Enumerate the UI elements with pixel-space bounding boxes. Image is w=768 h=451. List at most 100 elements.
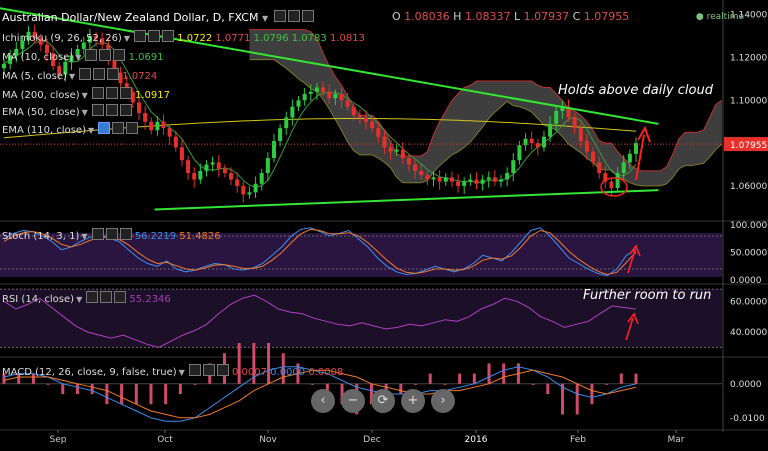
ohlc-o-value: 1.08036 [404,10,450,23]
chevron-down-icon[interactable]: ▼ [68,72,76,81]
candle-body [284,117,289,129]
hide-icon[interactable] [112,122,125,134]
chevron-down-icon[interactable]: ▼ [178,368,185,377]
symbol-title-text: Australian Dollar/New Zealand Dollar, D,… [2,11,259,24]
hide-icon[interactable] [148,30,160,42]
legend-ma10[interactable]: MA (10, close) ▼ 1.0691 [2,49,164,64]
ichimoku-v4: 1.0783 [291,33,327,44]
ema110-label: EMA (110, close) [2,125,86,136]
hide-icon[interactable] [93,68,106,80]
hide-icon[interactable] [105,87,118,99]
hide-icon[interactable] [202,364,215,376]
hide-icon[interactable] [287,10,300,22]
remove-icon[interactable] [301,10,314,22]
up-arrowhead-stoch [629,244,641,257]
macd-tick-label: -0.0100 [730,414,765,424]
settings-icon[interactable] [91,228,104,240]
ichimoku-v1: 1.0722 [177,33,213,44]
hide-icon[interactable] [105,228,118,240]
candle-body [290,106,295,118]
chevron-down-icon[interactable]: ▼ [81,232,88,241]
candle-body [143,113,148,122]
candle-body [357,115,362,118]
settings-icon[interactable] [91,87,104,99]
chevron-down-icon[interactable]: ▼ [81,91,88,100]
remove-icon[interactable] [119,228,132,240]
chevron-down-icon[interactable]: ▼ [76,295,83,304]
legend-macd[interactable]: MACD (12, 26, close, 9, false, true) ▼ 0.… [2,364,343,379]
macd-hist-bar [561,383,565,415]
ichimoku-span-b [249,59,723,187]
ma10-value: 1.0691 [128,52,164,63]
candle-body [339,93,344,101]
time-tick-label: Mar [668,435,685,445]
remove-icon[interactable] [119,104,132,116]
macd-hist-bar [428,373,432,384]
legend-ichimoku[interactable]: Ichimoku (9, 26, 52, 26) ▼ 1.0722 1.0771 … [2,30,365,45]
remove-icon[interactable] [114,291,127,303]
candle-body [259,173,264,184]
remove-icon[interactable] [162,30,174,42]
rsi-line [3,294,637,348]
macd-hist-bar [46,383,50,385]
legend-stoch[interactable]: Stoch (14, 3, 1) ▼ 56.2219 51.4826 [2,228,221,243]
candle-body [541,136,546,148]
trendline-lower [154,189,659,211]
chevron-down-icon[interactable]: ▼ [75,53,82,62]
settings-icon[interactable] [86,291,99,303]
candle-body [529,138,534,144]
macd-signal-value: 0.0008 [308,367,344,378]
candle-body [370,121,375,129]
legend-ema110[interactable]: EMA (110, close) ▼ [2,122,139,137]
remove-icon[interactable] [216,364,229,376]
ma200-value: 1.0917 [135,90,170,101]
legend-rsi[interactable]: RSI (14, close) ▼ 55.2346 [2,291,171,306]
scroll-left-button[interactable]: ‹ [311,389,335,413]
candle-body [554,111,559,124]
zoom-out-button[interactable]: − [341,389,365,413]
settings-icon[interactable] [188,364,201,376]
macd-hist-bar [605,383,609,385]
settings-icon[interactable] [134,30,146,42]
chevron-down-icon[interactable]: ▼ [261,14,269,23]
reset-button[interactable]: ⟳ [371,389,395,413]
low-circle [600,177,628,197]
settings-icon[interactable] [91,104,104,116]
legend-ma200[interactable]: MA (200, close) ▼ 1.0917 [2,87,170,102]
candle-body [456,181,461,186]
candle-body [241,185,246,195]
settings-icon[interactable] [85,49,98,61]
hide-icon[interactable] [105,104,118,116]
symbol-title[interactable]: Australian Dollar/New Zealand Dollar, D,… [2,10,314,25]
settings-icon[interactable] [79,68,92,80]
hide-icon[interactable] [99,49,112,61]
ohlc-o-label: O [392,10,401,23]
zoom-in-button[interactable]: + [401,389,425,413]
legend-ma5[interactable]: MA (5, close) ▼ 1.0724 [2,68,157,83]
settings-icon[interactable] [273,10,286,22]
hide-icon[interactable] [100,291,113,303]
legend-ema50[interactable]: EMA (50, close) ▼ [2,104,132,119]
last-price-box [724,137,768,152]
remove-icon[interactable] [126,122,139,134]
macd-hist-bar [193,383,197,385]
remove-icon[interactable] [119,87,132,99]
settings-icon[interactable] [98,122,111,134]
chevron-down-icon[interactable]: ▼ [81,108,88,117]
macd-hist-bar [75,383,79,394]
macd-hist-bar [252,343,256,384]
chevron-down-icon[interactable]: ▼ [87,126,95,135]
macd-hist-bar [414,383,418,385]
candle-body [2,63,6,69]
candle-body [462,181,467,186]
candle-body [216,162,221,169]
remove-icon[interactable] [113,49,126,61]
remove-icon[interactable] [107,68,120,80]
realtime-label: realtime [706,12,744,22]
candle-body [523,138,528,146]
chevron-down-icon[interactable]: ▼ [123,34,130,43]
scroll-right-button[interactable]: › [431,389,455,413]
candle-body [406,158,411,165]
ohlc-h-value: 1.08337 [464,10,511,23]
